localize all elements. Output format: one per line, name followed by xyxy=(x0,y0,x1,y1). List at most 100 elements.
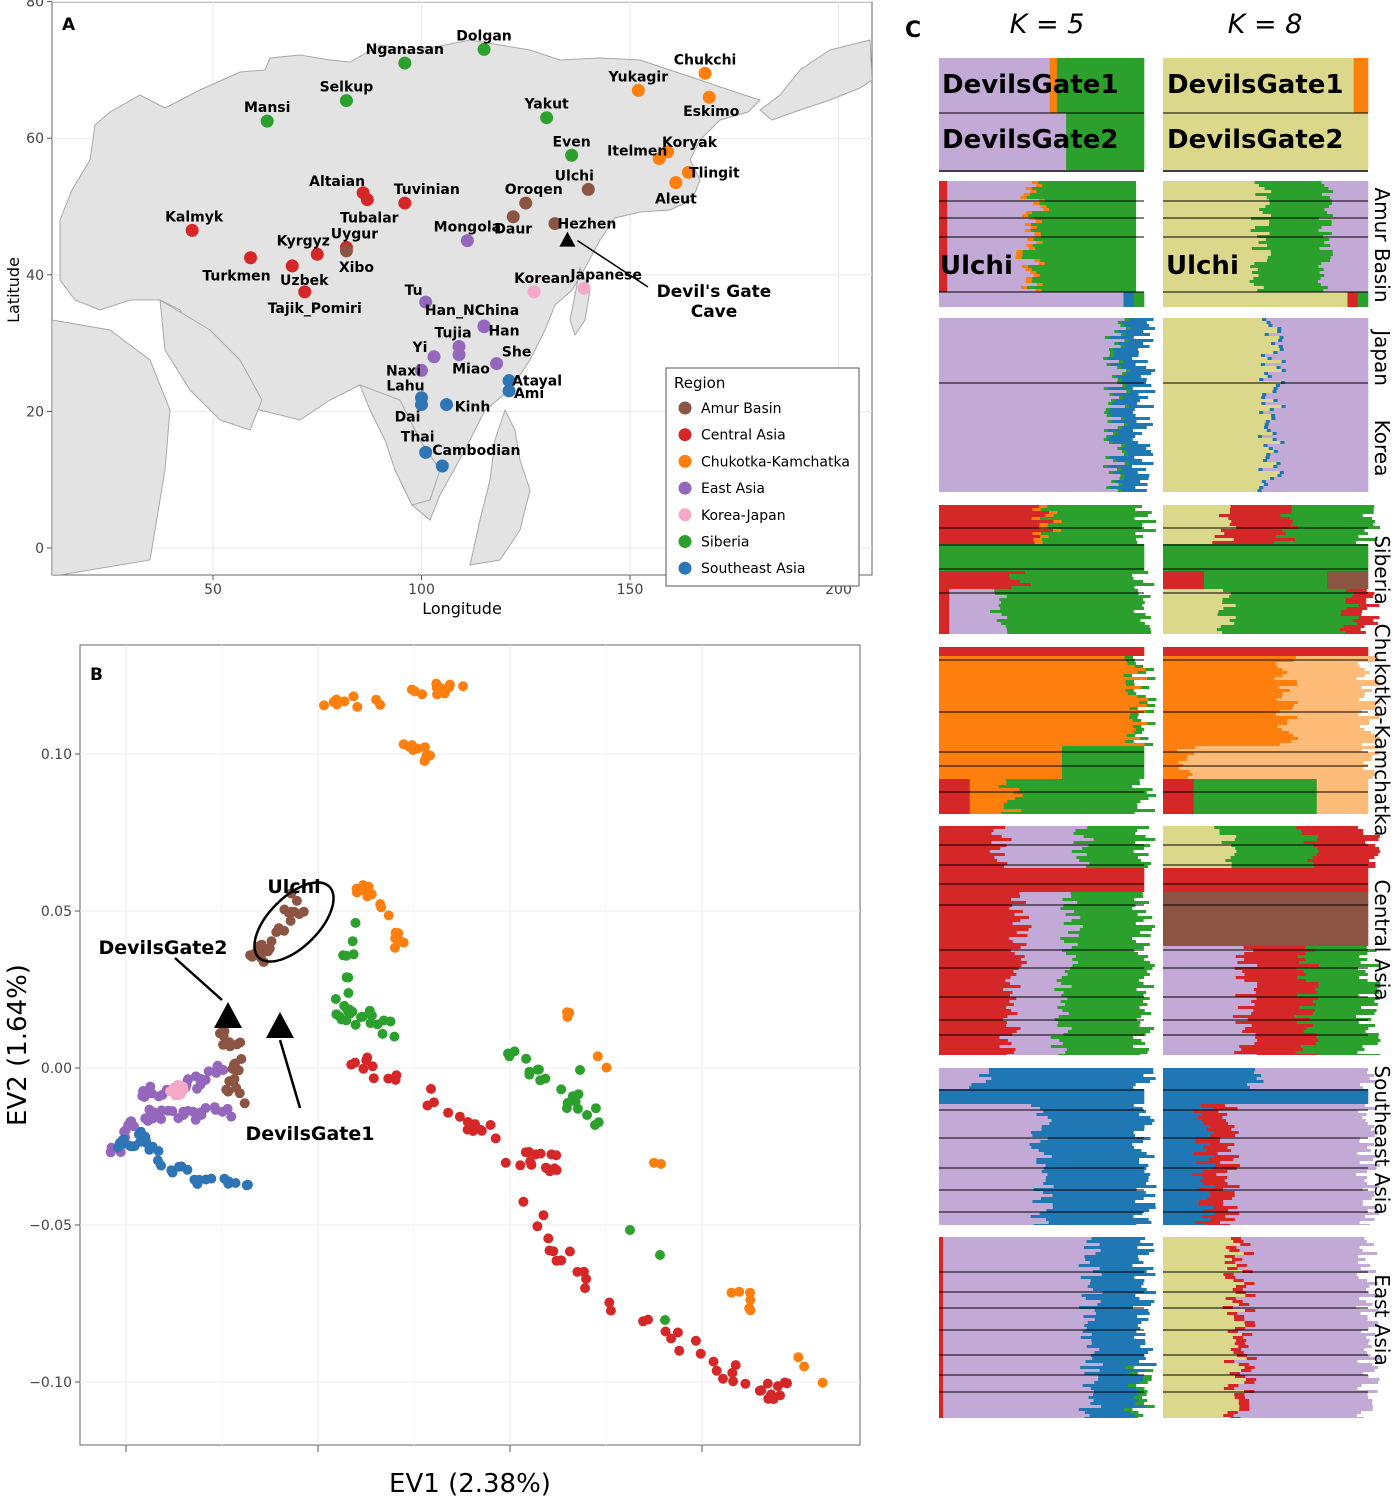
k5-east-asia-bar xyxy=(939,1387,944,1390)
k5-east-asia-bar xyxy=(939,1285,944,1288)
k8-central-asia-bar xyxy=(1305,979,1368,982)
k5-japan-korea-bar xyxy=(939,474,1121,477)
k5-central-asia-bar xyxy=(1076,856,1139,859)
k5-east-asia-bar xyxy=(939,1375,944,1378)
k8-amur-bar xyxy=(1268,223,1332,226)
k8-amur-bar xyxy=(1163,274,1259,277)
k8-chukotka-bar xyxy=(1163,734,1294,737)
k8-southeast-asia-bar xyxy=(1163,1134,1211,1137)
k5-amur-bar xyxy=(947,190,1031,193)
k8-central-asia-bar xyxy=(1163,925,1369,928)
devilsgate1-pointer xyxy=(278,1039,302,1109)
k5-east-asia-bar xyxy=(943,1321,1088,1324)
k8-amur-bar xyxy=(1254,226,1322,229)
k5-chukotka-bar xyxy=(939,728,1137,731)
k8-southeast-asia-bar xyxy=(1230,1224,1370,1225)
k5-japan-korea-bar xyxy=(1113,441,1139,444)
k5-amur-bar xyxy=(939,181,948,184)
k5-central-asia-bar xyxy=(1089,862,1152,865)
k8-japan-korea-bar xyxy=(1277,474,1282,477)
k5-chukotka-bar xyxy=(1124,656,1133,659)
k5-siberia-bar xyxy=(1040,532,1136,535)
k5-amur-bar xyxy=(939,256,948,259)
k8-japan-korea-bar xyxy=(1271,417,1276,420)
k5-amur-bar xyxy=(1042,283,1137,286)
k5-east-asia-bar xyxy=(1135,1402,1144,1405)
k5-amur-bar xyxy=(947,244,1027,247)
k5-japan-korea-bar xyxy=(1106,363,1112,366)
k5-central-asia-bar xyxy=(1073,841,1136,844)
k8-chukotka-bar xyxy=(1297,716,1380,719)
k8-east-asia-bar xyxy=(1254,1366,1379,1369)
k8-central-asia-bar xyxy=(1296,826,1359,829)
k8-siberia-bar xyxy=(1163,541,1213,544)
k8-amur-bar xyxy=(1324,184,1369,187)
pca-point xyxy=(163,1105,174,1116)
k5-siberia-bar xyxy=(939,583,1032,586)
k8-japan-korea-bar xyxy=(1258,468,1263,471)
k5-southeast-asia-bar xyxy=(939,1149,1040,1152)
k5-east-asia-bar xyxy=(1134,1414,1144,1417)
k8-east-asia-bar xyxy=(1238,1345,1249,1348)
k5-japan-korea-bar xyxy=(1121,489,1147,492)
k5-siberia-bar xyxy=(1053,520,1062,523)
k8-japan-korea-bar xyxy=(1163,456,1266,459)
k5-amur-bar xyxy=(1034,232,1041,235)
k8-central-asia-bar xyxy=(1317,997,1380,1000)
k8-amur-bar xyxy=(1163,262,1255,265)
pca-point xyxy=(656,1159,666,1169)
k8-chukotka-bar xyxy=(1163,668,1283,671)
k8-central-asia-bar xyxy=(1163,1036,1256,1039)
k5-chukotka-bar xyxy=(1125,680,1134,683)
k8-siberia-bar xyxy=(1285,532,1368,535)
k5-east-asia-bar xyxy=(939,1255,944,1258)
k8-east-asia-bar xyxy=(1163,1315,1235,1318)
k5-siberia-bar xyxy=(1034,541,1043,544)
k8-southeast-asia-bar xyxy=(1163,1110,1195,1113)
pca-point xyxy=(357,1011,368,1022)
k8-east-asia-bar xyxy=(1244,1321,1255,1324)
k5-japan-korea-bar xyxy=(1125,417,1151,420)
k8-central-asia-bar xyxy=(1163,946,1244,949)
k5-japan-korea-bar xyxy=(1121,378,1147,381)
k5-chukotka-bar xyxy=(939,704,1148,707)
map-xlabel: Longitude xyxy=(422,599,502,618)
k5-southeast-asia-bar xyxy=(988,1068,1154,1071)
k5-east-asia-bar xyxy=(1082,1384,1129,1387)
k8-central-asia-bar xyxy=(1297,976,1360,979)
k5-amur-bar xyxy=(947,193,1025,196)
k8-japan-korea-bar xyxy=(1270,321,1369,324)
k5-amur-bar xyxy=(1028,214,1137,217)
k5-southeast-asia-bar xyxy=(1036,1158,1140,1161)
k8-east-asia-bar xyxy=(1239,1372,1364,1375)
k8-central-asia-bar xyxy=(1313,865,1376,868)
k8-east-asia-bar xyxy=(1224,1360,1235,1363)
k8-siberia-bar xyxy=(1229,508,1292,511)
k5-east-asia-bar xyxy=(943,1261,1091,1264)
k8-southeast-asia-bar xyxy=(1256,1077,1370,1080)
k5-east-asia-bar xyxy=(1138,1393,1147,1396)
k5-japan-korea-bar xyxy=(939,414,1107,417)
k5-central-asia-bar xyxy=(1062,1042,1146,1045)
k8-east-asia-bar xyxy=(1256,1378,1380,1381)
k5-japan-korea-bar xyxy=(1117,321,1123,324)
k5-east-asia-bar xyxy=(939,1267,944,1270)
k8-central-asia-bar xyxy=(1219,829,1302,832)
k5-central-asia-bar xyxy=(1012,922,1065,925)
k8-siberia-bar xyxy=(1327,583,1369,586)
k8-siberia-bar xyxy=(1163,586,1205,589)
k8-siberia-bar xyxy=(1163,514,1220,517)
k5-southeast-asia-bar xyxy=(939,1074,980,1077)
k8-southeast-asia-bar xyxy=(1219,1221,1360,1224)
k5-central-asia-bar xyxy=(1082,847,1145,850)
map-population-point xyxy=(477,42,491,56)
pca-point xyxy=(470,1119,480,1130)
k5-central-asia-bar xyxy=(1071,850,1134,853)
k5-east-asia-bar xyxy=(939,1237,944,1240)
k5-japan-korea-bar xyxy=(1117,447,1122,450)
indochina-land xyxy=(359,384,441,506)
k8-japan-korea-bar xyxy=(1275,417,1369,420)
k8-japan-korea-bar xyxy=(1277,450,1369,453)
k5-east-asia-bar xyxy=(943,1267,1101,1270)
